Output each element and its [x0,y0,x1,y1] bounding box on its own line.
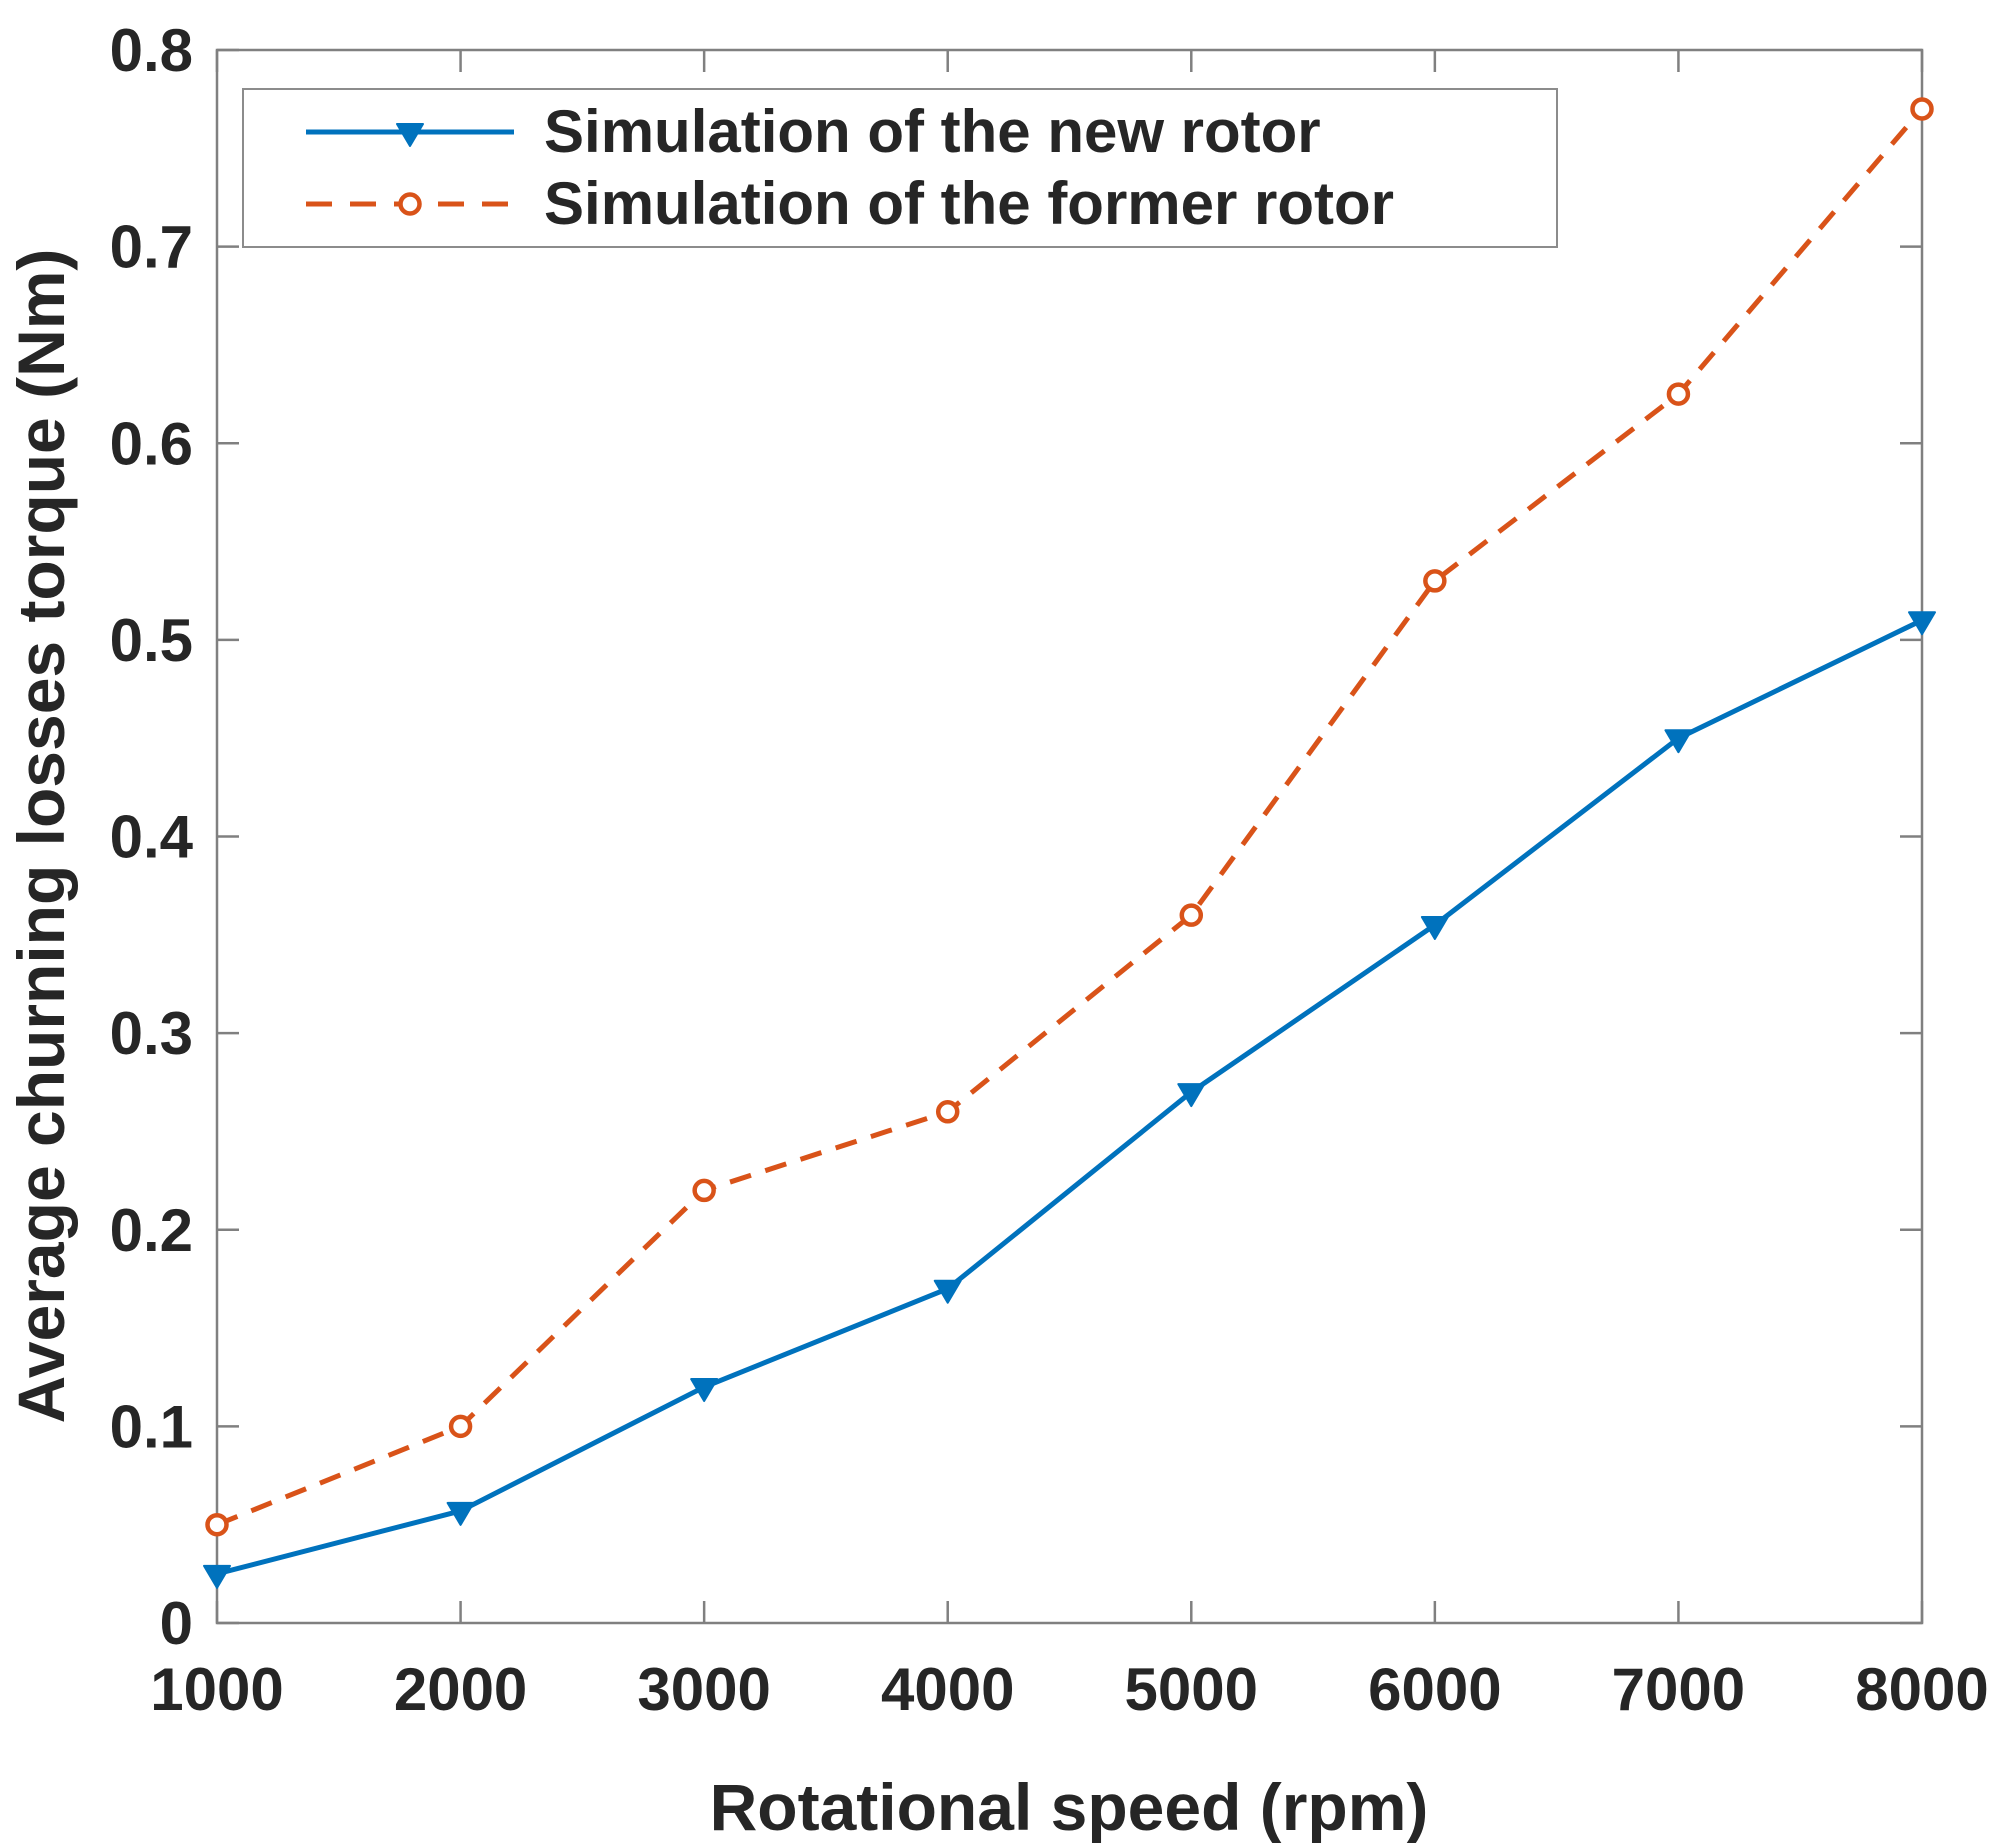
y-tick-label: 0.5 [110,607,193,674]
circle-marker-icon [1423,569,1447,593]
triangle-down-marker-icon [1177,1083,1206,1108]
y-tick-label: 0.2 [110,1197,193,1264]
x-tick-label: 8000 [1855,1656,1988,1723]
legend-swatch-former-rotor-icon [306,191,514,216]
y-tick-label: 0 [160,1590,193,1657]
series-0 [203,611,1936,1589]
axes-box [215,48,1924,1625]
x-tick-label: 1000 [150,1656,283,1723]
legend-item-new-rotor: Simulation of the new rotor [302,97,1556,167]
y-tick-label: 0.4 [110,804,194,871]
x-tick-label: 4000 [881,1656,1014,1723]
triangle-down-marker-icon [446,1501,475,1526]
legend-label-former-rotor: Simulation of the former rotor [544,169,1395,237]
legend-item-former-rotor: Simulation of the former rotor [302,169,1556,239]
triangle-down-marker-icon [690,1378,719,1403]
x-tick-label: 2000 [394,1656,527,1723]
circle-marker-icon [692,1178,716,1203]
circle-marker-icon [448,1414,473,1439]
triangle-down-marker-icon [1908,611,1936,636]
legend-label-new-rotor: Simulation of the new rotor [544,98,1321,166]
series-1 [205,97,1934,1537]
x-tick-label: 3000 [637,1656,770,1723]
triangle-down-marker-icon [203,1564,231,1589]
x-axis-title: Rotational speed (rpm) [710,1770,1429,1843]
circle-marker-icon [1179,903,1204,927]
triangle-down-marker-icon [1664,729,1693,754]
triangle-down-marker-icon [933,1279,962,1304]
triangle-down-marker-icon [1420,915,1449,940]
series-line [216,107,1924,1528]
x-tick-label: 5000 [1125,1656,1258,1723]
legend-swatch-new-rotor-icon [306,123,514,148]
triangle-down-marker-icon [396,123,424,148]
y-axis-title: Average churning losses torque (Nm) [4,249,78,1424]
y-tick-label: 0.7 [110,214,193,281]
x-tick-label: 6000 [1368,1656,1501,1723]
y-tick-label: 0.3 [110,1000,193,1067]
y-tick-label: 0.1 [110,1393,193,1460]
circle-marker-icon [935,1100,960,1124]
y-tick-label: 0.8 [110,17,193,84]
circle-marker-icon [205,1512,229,1537]
circle-marker-icon [398,191,422,216]
series-line [216,617,1924,1577]
circle-marker-icon [1910,97,1934,121]
circle-marker-icon [1666,382,1691,406]
legend: Simulation of the new rotor Simulation o… [242,88,1558,248]
plot-generated-content: 1000 2000 3000 4000 5000 6000 7000 8000 0 0.1 0.2 0… [110,17,1989,1723]
x-tick-label: 7000 [1612,1656,1745,1723]
y-tick-label: 0.6 [110,410,193,477]
